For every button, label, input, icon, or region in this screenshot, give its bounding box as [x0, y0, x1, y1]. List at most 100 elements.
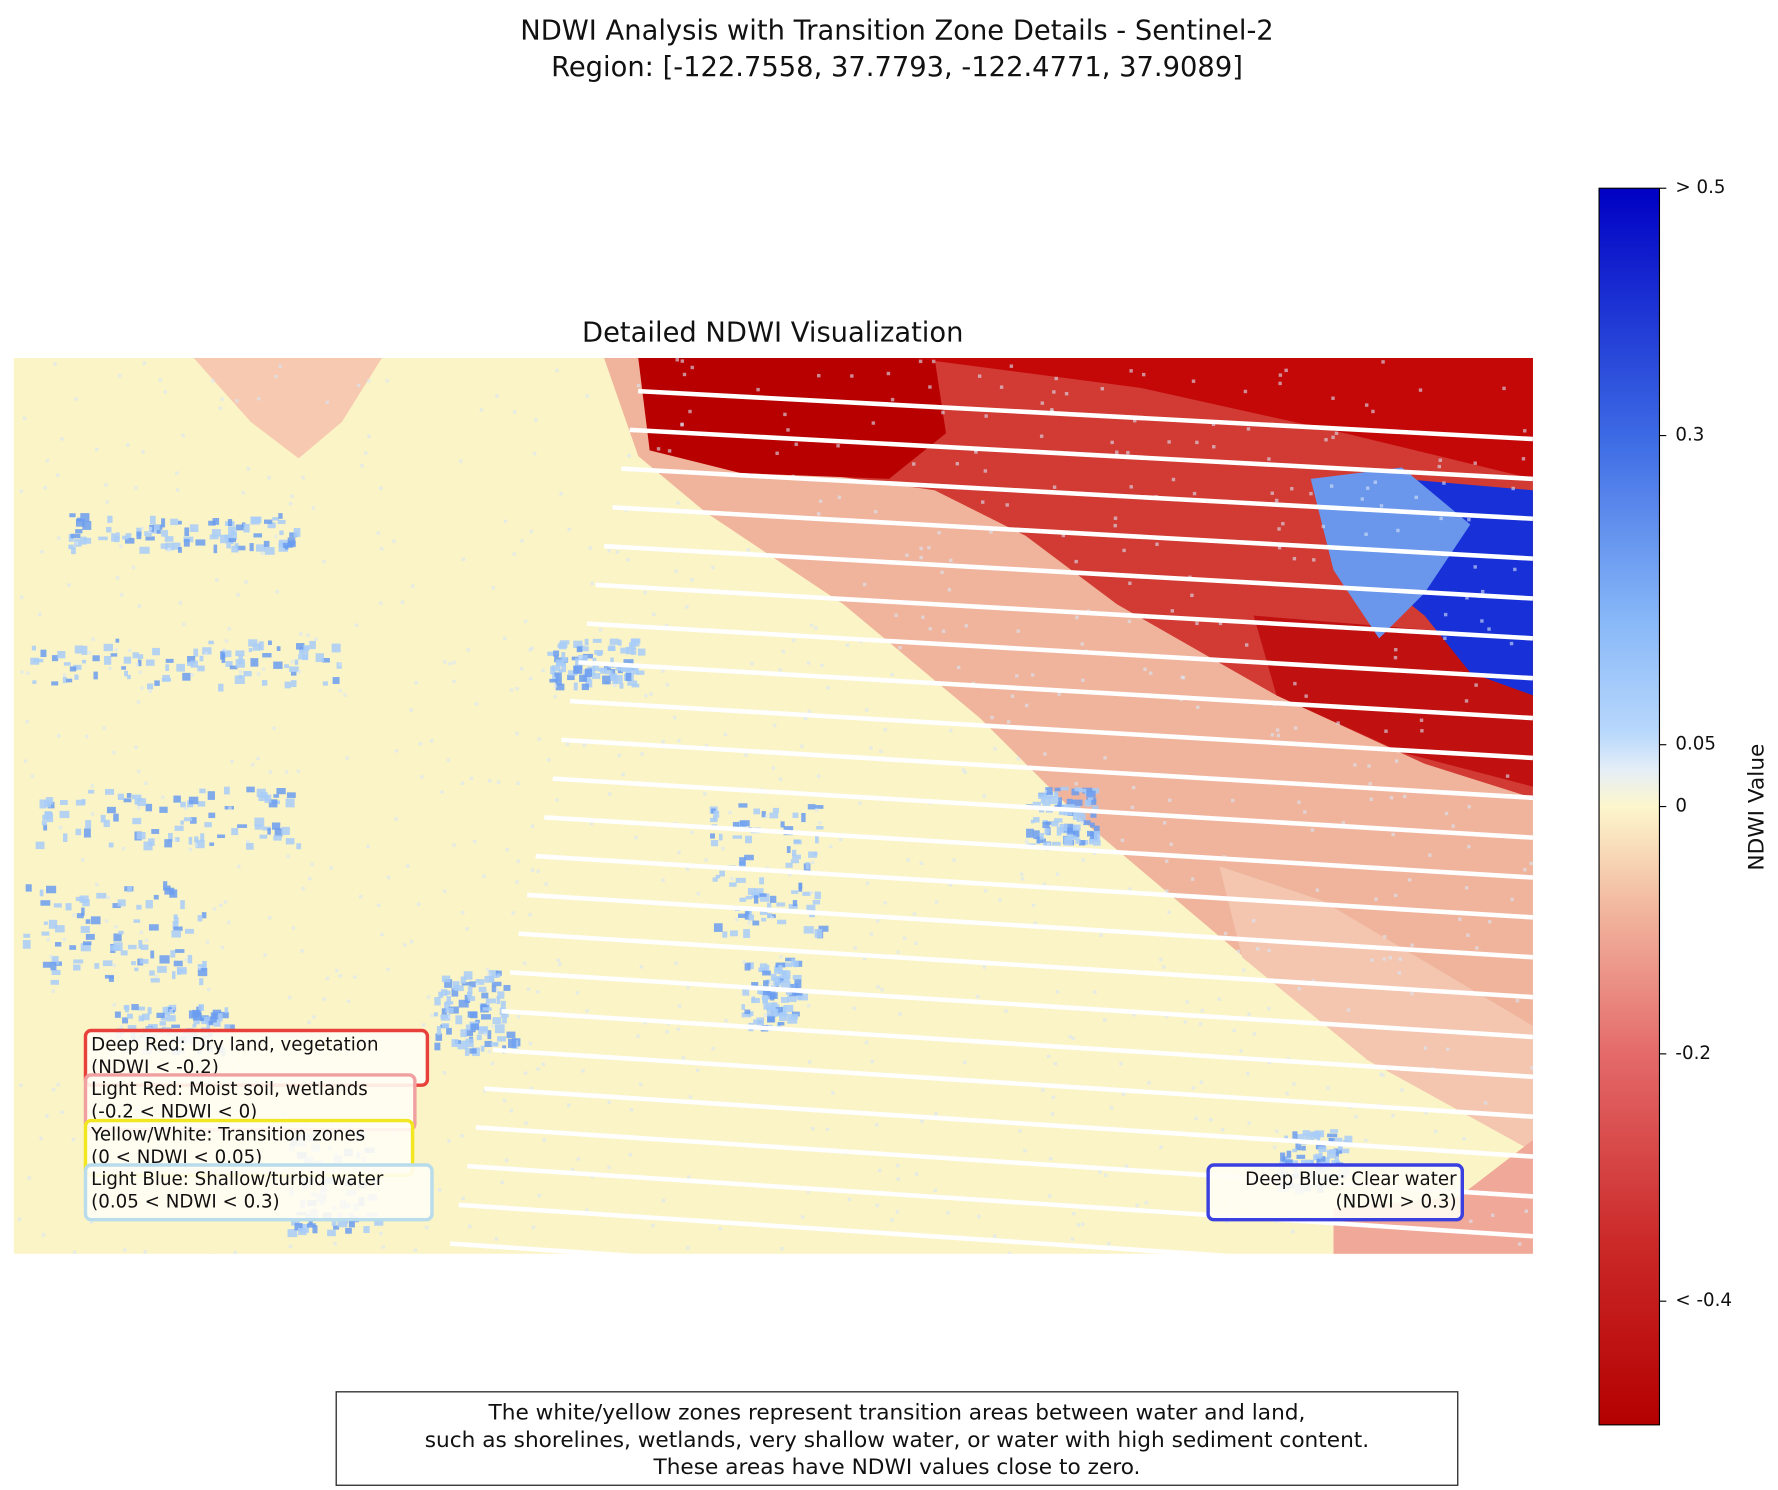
water-pixel [159, 1021, 166, 1026]
noise-pixel [1081, 678, 1085, 682]
water-pixel [712, 877, 718, 882]
noise-pixel [211, 379, 215, 383]
water-pixel [156, 1012, 165, 1018]
water-pixel [55, 961, 62, 966]
noise-pixel [993, 1234, 997, 1238]
noise-pixel [88, 650, 92, 655]
noise-pixel [1467, 805, 1471, 809]
water-pixel [787, 995, 797, 1003]
noise-pixel [990, 715, 994, 720]
water-pixel [96, 892, 107, 899]
noise-pixel [80, 858, 85, 862]
noise-pixel [838, 837, 843, 842]
noise-pixel [937, 531, 941, 535]
noise-pixel [1167, 910, 1171, 914]
water-pixel [1073, 811, 1083, 816]
noise-pixel [410, 584, 415, 588]
water-pixel [806, 904, 816, 912]
water-pixel [1295, 1142, 1302, 1151]
water-pixel [277, 519, 286, 525]
noise-pixel [1311, 979, 1315, 983]
noise-pixel [1131, 785, 1136, 790]
water-pixel [48, 919, 58, 929]
noise-pixel [1394, 647, 1398, 652]
scan-gap [638, 388, 1533, 442]
water-pixel [187, 954, 193, 964]
ndwi-raster [13, 358, 1533, 1254]
water-pixel [69, 666, 77, 672]
noise-pixel [912, 912, 917, 916]
water-pixel [71, 547, 76, 555]
water-pixel [491, 985, 497, 993]
water-pixel [444, 1002, 451, 1010]
water-pixel [1045, 821, 1052, 825]
water-pixel [1066, 798, 1073, 807]
noise-pixel [800, 744, 804, 748]
noise-pixel [184, 958, 188, 962]
noise-pixel [26, 671, 30, 676]
water-pixel [1058, 797, 1063, 806]
water-pixel [190, 817, 197, 824]
water-pixel [210, 1012, 220, 1020]
noise-pixel [1048, 1194, 1052, 1198]
water-pixel [197, 665, 205, 672]
noise-pixel [257, 397, 261, 401]
water-pixel [165, 542, 175, 551]
water-pixel [1285, 1157, 1291, 1161]
noise-pixel [687, 1175, 691, 1179]
noise-pixel [1336, 721, 1340, 725]
noise-pixel [1104, 1173, 1108, 1177]
noise-pixel [154, 974, 159, 978]
water-pixel [298, 646, 304, 654]
noise-pixel [806, 1189, 811, 1194]
noise-pixel [993, 747, 997, 751]
noise-pixel [356, 383, 361, 388]
water-pixel [246, 842, 254, 850]
water-pixel [40, 649, 47, 658]
water-pixel [719, 870, 725, 877]
noise-pixel [268, 915, 272, 920]
water-pixel [123, 656, 132, 664]
water-pixel [775, 1007, 783, 1013]
noise-pixel [426, 995, 431, 999]
water-pixel [267, 522, 276, 529]
water-pixel [40, 900, 51, 906]
noise-pixel [379, 546, 384, 551]
noise-pixel [806, 1003, 811, 1008]
noise-pixel [291, 926, 296, 930]
water-pixel [561, 663, 567, 673]
water-pixel [762, 970, 771, 976]
noise-pixel [227, 920, 231, 925]
water-pixel [1302, 1130, 1310, 1136]
water-pixel [1091, 805, 1099, 811]
water-pixel [75, 529, 83, 534]
water-pixel [201, 1016, 210, 1025]
water-pixel [39, 889, 44, 897]
water-pixel [140, 944, 149, 950]
water-pixel [59, 810, 70, 819]
noise-pixel [338, 688, 342, 693]
water-pixel [145, 659, 155, 666]
noise-pixel [1191, 1086, 1196, 1090]
noise-pixel [1278, 381, 1282, 386]
water-pixel [110, 945, 120, 951]
noise-pixel [862, 582, 867, 587]
noise-pixel [1475, 946, 1479, 950]
noise-pixel [53, 362, 57, 366]
water-pixel [276, 646, 281, 651]
noise-pixel [1093, 990, 1097, 994]
noise-pixel [461, 557, 466, 562]
water-pixel [790, 859, 800, 864]
noise-pixel [807, 1060, 812, 1064]
water-pixel [604, 670, 613, 675]
water-pixel [496, 973, 501, 978]
water-pixel [460, 1029, 468, 1038]
colorbar-tick-label: > 0.5 [1675, 177, 1725, 198]
noise-pixel [1103, 1018, 1107, 1022]
water-pixel [551, 665, 561, 672]
noise-pixel [676, 1027, 681, 1032]
water-pixel [73, 964, 81, 971]
noise-pixel [721, 846, 725, 851]
noise-pixel [711, 1046, 715, 1051]
noise-pixel [1382, 957, 1387, 961]
